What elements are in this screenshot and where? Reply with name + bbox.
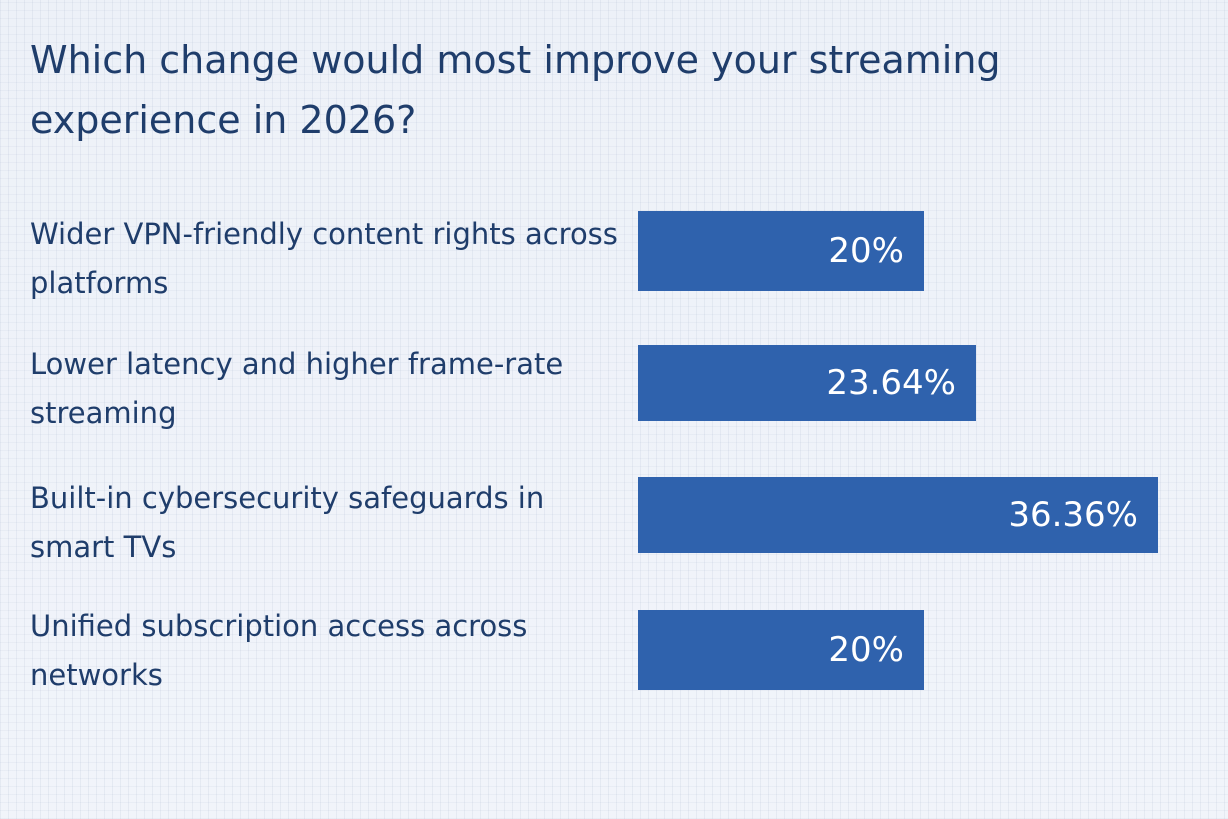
bar: 20% [638,610,924,690]
bar-value-label: 20% [828,231,904,271]
bar: 23.64% [638,345,976,421]
bar: 36.36% [638,477,1158,553]
chart-title: Which change would most improve your str… [30,38,1001,142]
bar-value-label: 20% [828,630,904,670]
bar: 20% [638,211,924,291]
bar-value-label: 23.64% [826,363,956,403]
category-label: Built-in cybersecurity safeguards in sma… [30,481,545,564]
category-label: Lower latency and higher frame-rate stre… [30,347,564,430]
bar-value-label: 36.36% [1008,495,1138,535]
category-label: Wider VPN-friendly content rights across… [30,217,618,300]
category-label: Unified subscription access across netwo… [30,609,528,692]
